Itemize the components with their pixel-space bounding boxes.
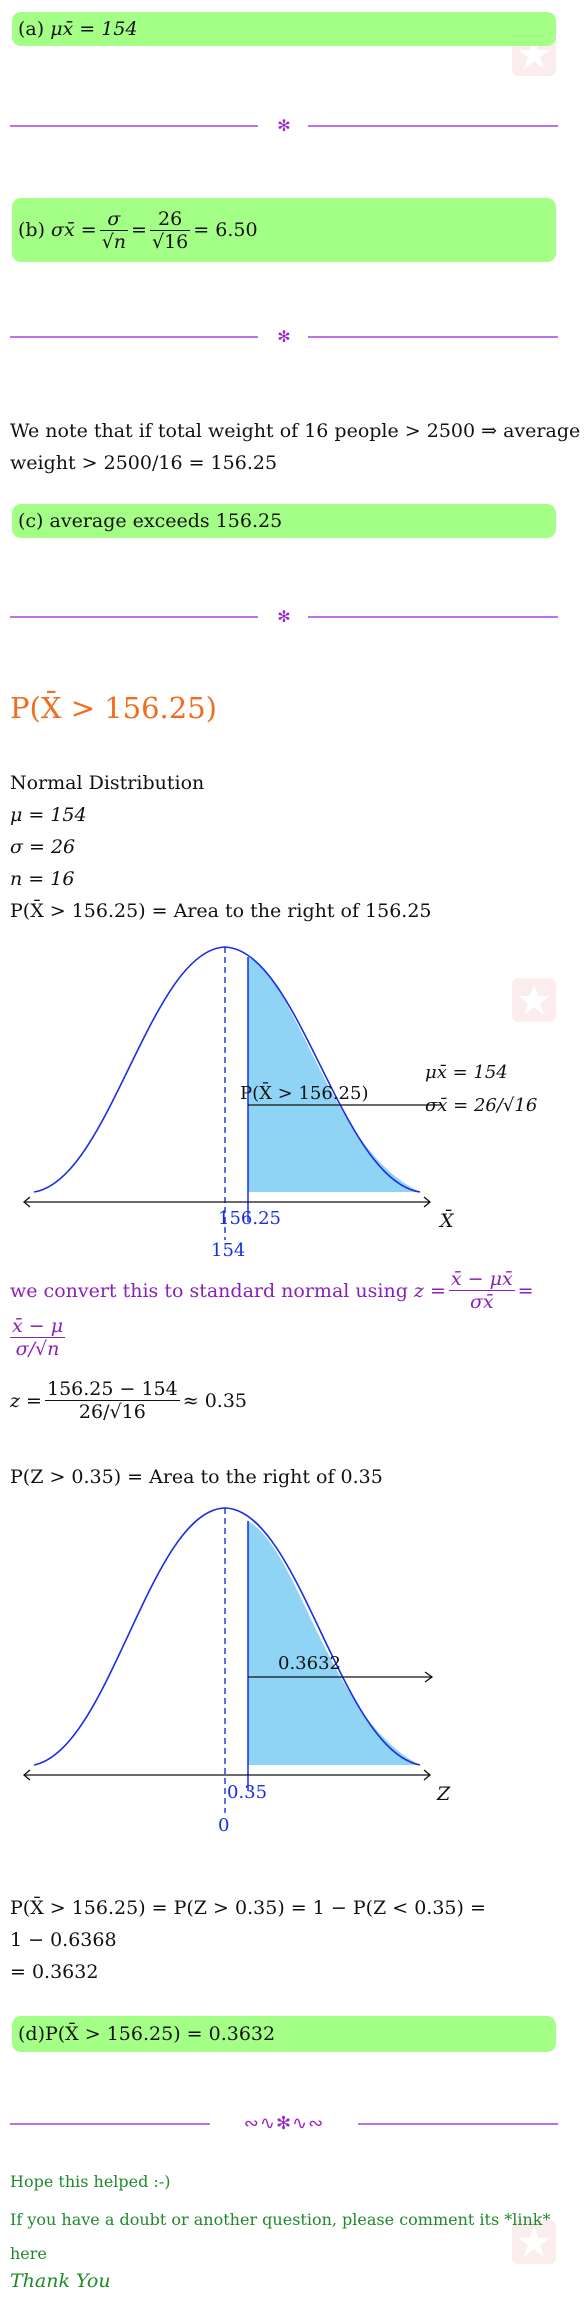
convert-eq: = bbox=[517, 1279, 534, 1302]
closing-hope: Hope this helped :-) bbox=[10, 2172, 171, 2191]
answer-box-d: (d)P(X̄ > 156.25) = 0.3632 bbox=[12, 2016, 556, 2052]
convert-z: z = bbox=[413, 1279, 446, 1302]
watermark-star-icon bbox=[512, 2220, 556, 2264]
answer-b-label: (b) bbox=[18, 219, 45, 241]
answer-box-a: (a) μx̄ = 154 bbox=[12, 12, 556, 46]
final-line-1: P(X̄ > 156.25) = P(Z > 0.35) = 1 − P(Z <… bbox=[10, 1897, 486, 1919]
answer-box-b: (b) σx̄ = σ √n = 26 √16 = 6.50 bbox=[12, 198, 556, 262]
graph1-region-label: P(X̄ > 156.25) bbox=[240, 1081, 368, 1104]
answer-b-frac2-num: 26 bbox=[149, 208, 191, 231]
closing-divider: ∾∿✻∿∾ bbox=[10, 2114, 558, 2134]
convert-prefix: we convert this to standard normal using bbox=[10, 1279, 408, 1302]
section-heading: P(X̄ > 156.25) bbox=[10, 691, 217, 725]
divider-ornament-icon: ✻ bbox=[277, 327, 291, 346]
flourish-ornament-icon: ∾∿✻∿∾ bbox=[243, 2113, 325, 2134]
answer-box-c: (c) average exceeds 156.25 bbox=[12, 504, 556, 538]
final-line-2: 1 − 0.6368 bbox=[10, 1929, 117, 1951]
section-divider: ✻ bbox=[10, 607, 558, 627]
answer-b-frac2-den: √16 bbox=[151, 230, 189, 253]
shaded-region bbox=[248, 957, 420, 1192]
zcalc-den: 26/√16 bbox=[78, 1401, 146, 1423]
givens-area: P(X̄ > 156.25) = Area to the right of 15… bbox=[10, 900, 432, 922]
convert-num2: x̄ − μ bbox=[10, 1315, 66, 1338]
zcalc-num: 156.25 − 154 bbox=[44, 1378, 180, 1401]
closing-thanks: Thank You bbox=[10, 2270, 111, 2292]
z-area-statement: P(Z > 0.35) = Area to the right of 0.35 bbox=[10, 1466, 383, 1488]
zcalc-lhs: z = bbox=[10, 1389, 42, 1412]
graph1-mu-label: μx̄ = 154 bbox=[425, 1062, 508, 1083]
divider-ornament-icon: ✻ bbox=[277, 116, 291, 135]
answer-b-frac1-num: σ bbox=[99, 208, 129, 231]
note-line-2: weight > 2500/16 = 156.25 bbox=[10, 452, 278, 474]
graph2-axis-label: Z bbox=[436, 1783, 451, 1805]
z-calculation: z = 156.25 − 154 26/√16 ≈ 0.35 bbox=[10, 1378, 247, 1423]
convert-den2: σ/√n bbox=[15, 1338, 60, 1360]
answer-a-label: (a) bbox=[18, 18, 45, 40]
answer-b-lhs: σx̄ = bbox=[51, 219, 97, 241]
graph2-region-label: 0.3632 bbox=[278, 1653, 341, 1674]
normal-curve-graph-1: P(X̄ > 156.25) μx̄ = 154 σx̄ = 26/√16 15… bbox=[22, 946, 537, 1260]
closing-doubt-line-1: If you have a doubt or another question,… bbox=[10, 2210, 551, 2229]
answer-b-frac1-den: √n bbox=[101, 230, 127, 253]
graph1-sigma-label: σx̄ = 26/√16 bbox=[425, 1095, 537, 1116]
note-line-1: We note that if total weight of 16 peopl… bbox=[10, 420, 581, 442]
section-divider: ✻ bbox=[10, 116, 558, 136]
convert-num1: x̄ − μx̄ bbox=[448, 1268, 515, 1291]
final-line-3: = 0.3632 bbox=[10, 1961, 99, 1983]
givens-n: n = 16 bbox=[10, 868, 75, 890]
answer-b-result: = 6.50 bbox=[193, 219, 258, 241]
convert-statement: we convert this to standard normal using… bbox=[10, 1268, 570, 1360]
graph1-cut-label: 156.25 bbox=[218, 1208, 281, 1229]
givens-title: Normal Distribution bbox=[10, 772, 205, 794]
divider-ornament-icon: ✻ bbox=[277, 607, 291, 626]
graph1-mean-label: 154 bbox=[211, 1240, 245, 1260]
closing-doubt-line-2: here bbox=[10, 2244, 47, 2263]
givens-mu: μ = 154 bbox=[10, 804, 87, 826]
graph1-axis-label: X̄ bbox=[438, 1209, 455, 1232]
zcalc-result: ≈ 0.35 bbox=[182, 1389, 247, 1412]
answer-c-text: (c) average exceeds 156.25 bbox=[18, 510, 283, 532]
answer-a-expr: μx̄ = 154 bbox=[50, 18, 138, 40]
givens-sigma: σ = 26 bbox=[10, 836, 76, 858]
normal-curve-graph-2: 0.3632 0.35 0 Z bbox=[22, 1507, 451, 1835]
convert-den1: σx̄ bbox=[469, 1291, 494, 1313]
graph2-mean-label: 0 bbox=[218, 1815, 229, 1835]
shaded-region bbox=[248, 1521, 420, 1765]
section-divider: ✻ bbox=[10, 327, 558, 347]
answer-d-text: (d)P(X̄ > 156.25) = 0.3632 bbox=[18, 2023, 276, 2045]
graph2-cut-label: 0.35 bbox=[227, 1782, 267, 1803]
watermark-star-icon bbox=[512, 978, 556, 1022]
